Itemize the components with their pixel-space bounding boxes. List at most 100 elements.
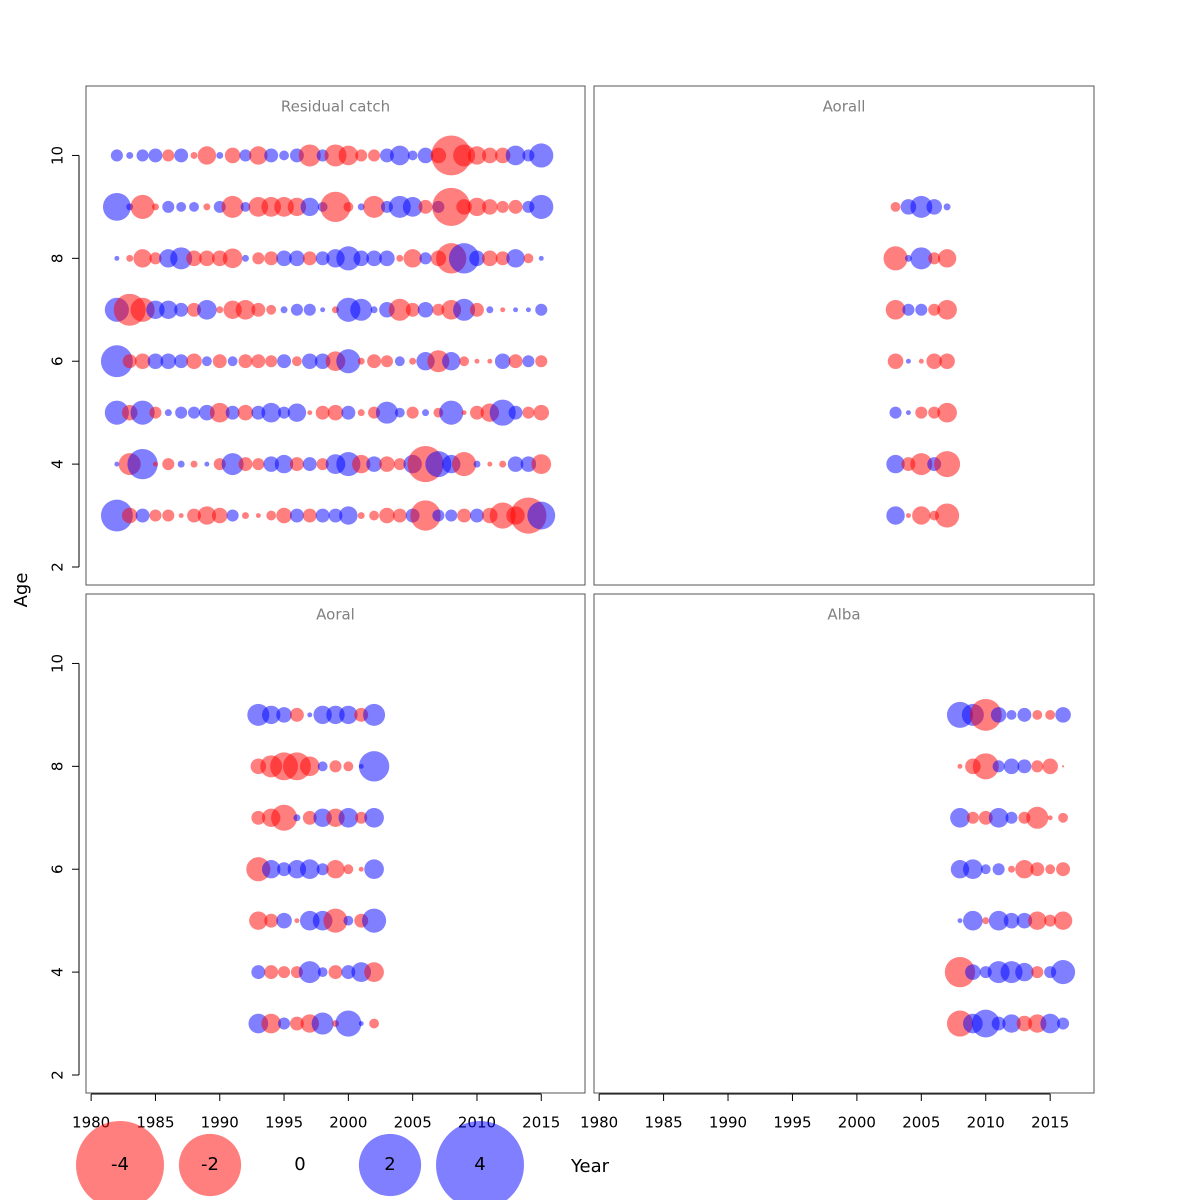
- bubble: [302, 810, 317, 825]
- bubble: [326, 860, 345, 879]
- bubble: [1006, 709, 1017, 720]
- bubble: [392, 508, 407, 523]
- bubble: [162, 458, 175, 471]
- bubble: [972, 753, 999, 780]
- bubble: [251, 354, 266, 369]
- bubble: [467, 197, 487, 217]
- bubble: [910, 453, 933, 476]
- bubble: [290, 303, 303, 316]
- bubble: [339, 506, 358, 525]
- bubble: [170, 247, 193, 270]
- bubble: [265, 355, 278, 368]
- bubble: [278, 966, 291, 979]
- bubble: [328, 508, 343, 523]
- bubble: [457, 508, 472, 523]
- bubble: [176, 201, 187, 212]
- bubble: [905, 358, 911, 364]
- bubble: [327, 404, 344, 421]
- bubble: [313, 705, 332, 725]
- bubble: [197, 146, 217, 165]
- bubble: [535, 355, 548, 368]
- x-tick-label: 1990: [201, 1114, 239, 1132]
- bubble: [470, 302, 484, 317]
- bubble: [353, 250, 369, 267]
- bubble: [394, 407, 405, 418]
- bubble: [302, 353, 318, 369]
- bubble: [957, 918, 963, 924]
- x-tick-label: 1995: [773, 1114, 811, 1132]
- bubble: [452, 452, 477, 477]
- bubble: [506, 249, 525, 268]
- bubble: [178, 513, 184, 519]
- bubble: [266, 304, 277, 315]
- bubble: [239, 149, 252, 162]
- bubble: [238, 354, 253, 369]
- bubble: [237, 404, 254, 421]
- bubble: [915, 406, 928, 419]
- bubble: [152, 461, 158, 467]
- legend-label: 2: [384, 1154, 395, 1175]
- bubble: [357, 512, 365, 520]
- bubble: [149, 509, 162, 522]
- bubble: [277, 354, 292, 369]
- bubble: [937, 299, 957, 320]
- bubble: [402, 197, 423, 217]
- x-tick-label: 2015: [1031, 1114, 1069, 1132]
- bubble: [186, 353, 202, 369]
- bubble: [380, 355, 393, 368]
- bubble: [486, 306, 494, 314]
- bubble: [1026, 806, 1049, 829]
- bubble: [212, 354, 227, 369]
- bubble: [252, 458, 265, 471]
- bubble: [211, 507, 228, 524]
- bubble: [364, 807, 384, 828]
- bubble: [937, 402, 957, 423]
- bubble: [410, 500, 441, 531]
- bubble: [379, 250, 395, 267]
- bubble: [338, 145, 359, 166]
- bubble: [944, 956, 976, 988]
- bubble: [928, 303, 941, 316]
- bubble: [276, 707, 292, 723]
- bubble: [890, 201, 901, 212]
- bubble: [151, 203, 159, 211]
- bubble: [133, 249, 152, 268]
- bubble: [110, 149, 123, 162]
- bubble: [950, 807, 970, 828]
- panel-title: Aoral: [316, 606, 355, 624]
- bubble: [307, 712, 313, 718]
- bubble: [405, 302, 420, 317]
- bubble: [174, 148, 189, 163]
- bubble: [317, 967, 328, 978]
- bubble: [343, 201, 354, 212]
- y-tick-label: 2: [49, 1070, 67, 1080]
- bubble: [445, 509, 458, 522]
- bubble: [1040, 1013, 1061, 1034]
- bubble: [513, 307, 519, 313]
- bubble: [336, 246, 361, 271]
- bubble: [130, 400, 155, 425]
- bubble: [289, 1016, 304, 1031]
- bubble: [127, 448, 158, 480]
- bubble: [148, 148, 163, 163]
- panel-frame: [593, 593, 1095, 1094]
- bubble: [162, 509, 175, 522]
- bubble: [1061, 765, 1065, 768]
- x-tick-label: 2000: [329, 1114, 367, 1132]
- bubble: [350, 298, 373, 321]
- bubble: [419, 252, 432, 265]
- legend-label: 0: [294, 1154, 305, 1175]
- bubble: [505, 145, 526, 166]
- bubble: [990, 707, 1007, 723]
- bubble: [251, 405, 266, 420]
- bubble: [1030, 862, 1045, 877]
- bubble: [963, 859, 983, 880]
- x-tick-label: 2005: [394, 1114, 432, 1132]
- bubble: [991, 1016, 1006, 1031]
- bubble: [525, 307, 531, 313]
- bubble: [375, 401, 398, 424]
- bubble: [978, 810, 993, 825]
- bubble: [122, 354, 137, 369]
- bubble: [357, 357, 365, 365]
- bubble: [264, 251, 279, 266]
